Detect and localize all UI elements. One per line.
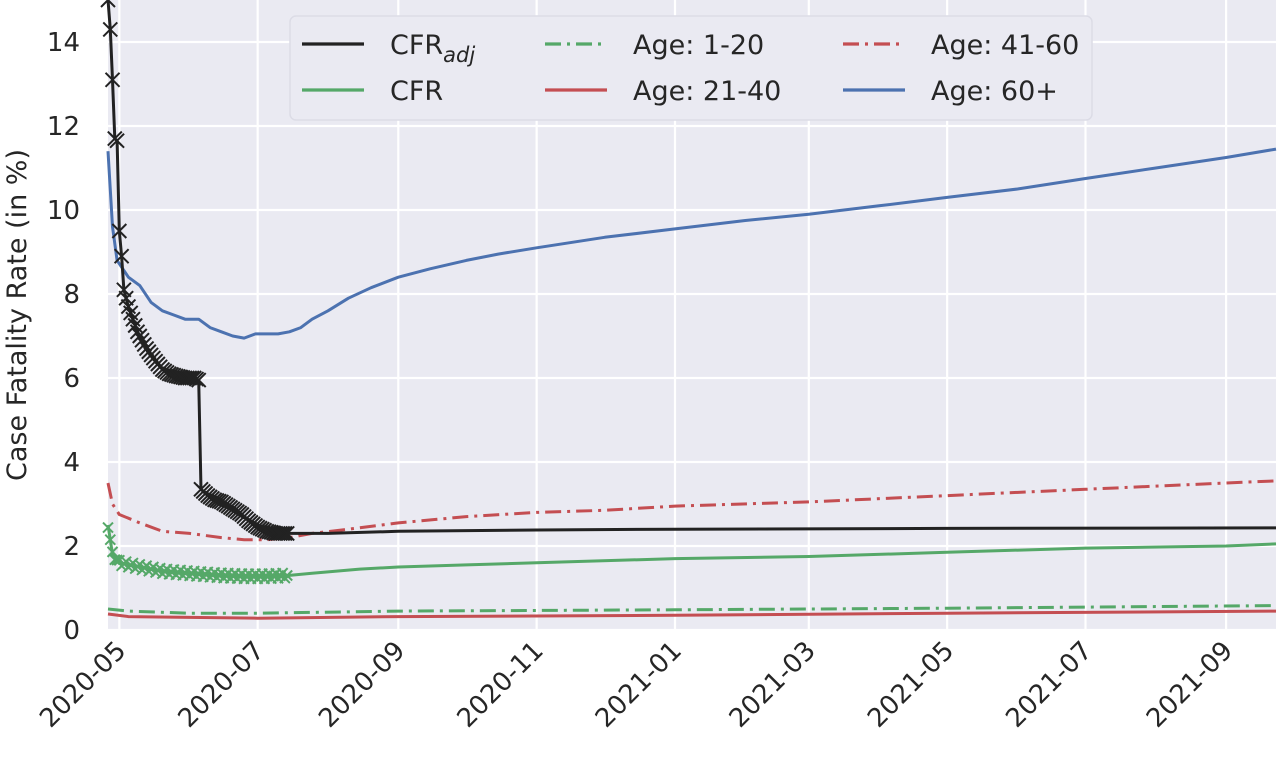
legend-label-cfr: CFR (390, 76, 443, 107)
y-tick-label: 6 (63, 364, 80, 394)
legend-box (289, 15, 1093, 121)
legend-label-text: CFR (390, 30, 443, 61)
y-tick-label: 8 (63, 280, 80, 310)
x-tick-labels: 2020-05 2020-07 2020-09 2020-11 2021-01 2021-… (34, 636, 1239, 734)
marker-layer (100, 0, 295, 585)
series-line-age_1_20 (107, 604, 1277, 615)
x-tick-label: 2021-05 (862, 636, 960, 734)
marker-cfr (106, 546, 119, 558)
legend-label-text: Age: 1-20 (633, 30, 764, 61)
x-tick-label: 2020-11 (452, 636, 550, 734)
y-axis-label: Case Fatality Rate (in %) (2, 149, 33, 481)
y-tick-label: 2 (63, 532, 80, 562)
marker-cfr_adj (272, 525, 289, 542)
marker-cfr_adj (109, 132, 125, 149)
legend-label-cfr_adj: CFRadj (390, 30, 475, 67)
legend-label-age_21_40: Age: 21-40 (633, 76, 781, 107)
legend-label-age_1_20: Age: 1-20 (633, 30, 764, 61)
legend: CFRadj Age: 1-20 Age: 41-60 CFR Age: 21-40 Ag… (289, 15, 1093, 121)
series-line-age_21_40 (107, 609, 1277, 620)
y-tick-label: 14 (47, 28, 80, 58)
marker-cfr_adj (191, 372, 207, 388)
x-tick-label: 2021-09 (1141, 636, 1239, 734)
marker-cfr_adj (111, 223, 128, 239)
legend-label-subscript: adj (443, 43, 475, 67)
legend-label-text: CFR (390, 76, 443, 107)
marker-cfr_adj (136, 336, 152, 353)
marker-cfr (281, 569, 293, 582)
legend-label-text: Age: 21-40 (633, 76, 781, 107)
legend-label-age_41_60: Age: 41-60 (931, 30, 1079, 61)
y-tick-label: 0 (63, 616, 80, 646)
x-tick-label: 2021-03 (724, 636, 822, 734)
marker-cfr_adj (102, 21, 118, 38)
series-line-age_41_60 (106, 479, 1277, 542)
x-tick-label: 2021-01 (590, 636, 688, 734)
marker-cfr (102, 521, 114, 534)
x-tick-label: 2020-07 (173, 636, 271, 734)
marker-cfr_adj (181, 370, 198, 386)
legend-label-age_60_plus: Age: 60+ (931, 76, 1058, 107)
legend-label-text: Age: 41-60 (931, 30, 1079, 61)
marker-cfr_adj (277, 525, 293, 542)
marker-cfr_adj (129, 324, 146, 340)
marker-cfr_adj (274, 525, 291, 542)
x-tick-label: 2020-09 (313, 636, 411, 734)
y-tick-labels: 0 2 4 6 8 10 12 14 (47, 28, 80, 646)
y-tick-label: 12 (47, 112, 80, 142)
y-tick-label: 4 (63, 448, 80, 478)
series-line-age_60_plus (106, 147, 1277, 340)
marker-cfr_adj (113, 248, 130, 264)
marker-cfr_adj (279, 525, 295, 542)
x-tick-label: 2021-07 (1000, 636, 1098, 734)
marker-cfr (104, 533, 116, 546)
marker-cfr_adj (132, 328, 148, 344)
x-tick-label: 2020-05 (34, 636, 132, 734)
marker-cfr_adj (134, 332, 150, 348)
y-tick-label: 10 (47, 196, 80, 226)
marker-cfr_adj (100, 0, 116, 8)
marker-cfr_adj (104, 72, 121, 88)
legend-label-text: Age: 60+ (931, 76, 1058, 107)
